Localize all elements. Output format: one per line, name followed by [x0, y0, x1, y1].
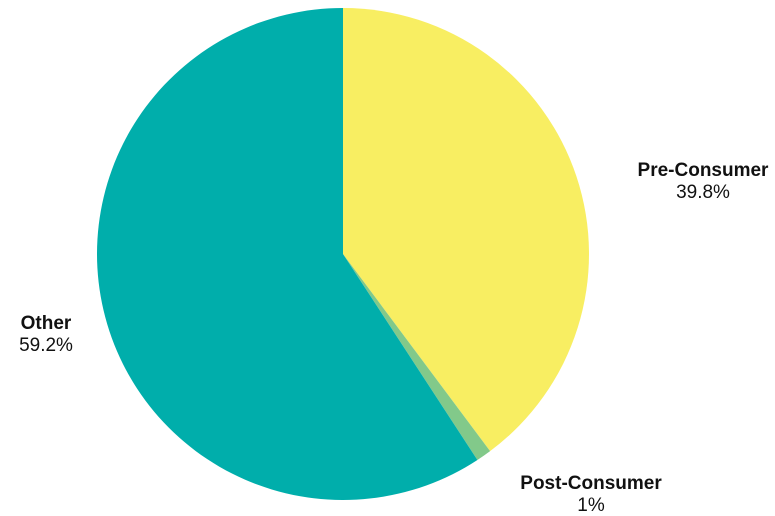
pie-slice-pre-consumer	[343, 8, 589, 452]
slice-percent-other: 59.2%	[19, 335, 73, 356]
pie-slice-post-consumer	[343, 254, 491, 461]
slice-label-pre-consumer: Pre-Consumer	[638, 160, 770, 181]
slice-label-other: Other	[21, 313, 72, 334]
pie-slice-other	[96, 8, 478, 501]
slice-percent-post-consumer: 1%	[577, 495, 605, 516]
slice-label-post-consumer: Post-Consumer	[520, 473, 662, 494]
slice-percent-pre-consumer: 39.8%	[676, 182, 730, 203]
